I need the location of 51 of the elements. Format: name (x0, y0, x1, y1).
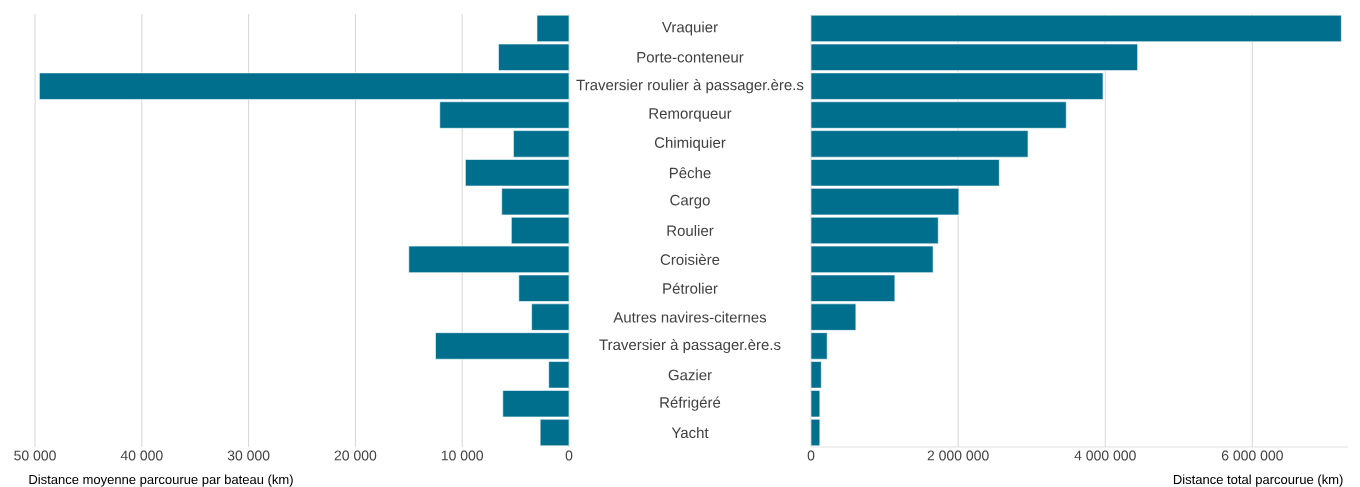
bar (408, 245, 569, 273)
y-tick-label: Gazier (668, 369, 712, 381)
bar (502, 390, 569, 418)
bar (439, 101, 569, 129)
y-tick-label: Yacht (671, 427, 709, 439)
y-tick-label: Cargo (670, 194, 710, 209)
x-tick-label: 30 000 (227, 450, 270, 461)
x-tick-label: 10 000 (441, 450, 484, 461)
y-tick-label: Vraquier (661, 21, 718, 36)
bar (811, 15, 1342, 42)
x-tick-label: 2 000 000 (927, 450, 989, 461)
x-tick-label: 40 000 (120, 450, 163, 461)
y-tick-label: Traversier à passager.ère.s (599, 338, 781, 354)
bar (465, 159, 569, 187)
bar (511, 216, 569, 245)
bar (811, 303, 857, 331)
x-tick-label: 0 (565, 450, 573, 461)
bar (811, 274, 896, 302)
x-axis-title: Distance moyenne parcourue par bateau (km) (29, 474, 293, 487)
bar (531, 303, 569, 331)
bar (811, 159, 1000, 187)
y-tick-label: Remorqueur (649, 108, 732, 122)
y-tick-label: Croisière (660, 253, 720, 265)
bar (501, 188, 569, 216)
x-tick-label: 0 (807, 450, 815, 461)
bar (811, 101, 1067, 129)
bar (435, 332, 569, 360)
y-tick-label: Traversier roulier à passager.ère.s (576, 79, 804, 94)
bar (811, 72, 1104, 100)
bar (518, 274, 569, 302)
y-tick-label: Autres navires-citernes (613, 311, 767, 323)
x-tick-label: 4 000 000 (1074, 450, 1136, 461)
x-tick-label: 6 000 000 (1221, 450, 1283, 461)
y-tick-label: Chimiquier (654, 136, 726, 151)
bar (498, 43, 569, 71)
bar (811, 43, 1138, 71)
bar (811, 188, 960, 216)
y-tick-label: Pétrolier (663, 282, 718, 294)
bar (38, 72, 569, 100)
x-tick-label: 50 000 (14, 450, 56, 461)
x-tick-label: 20 000 (334, 450, 377, 461)
bar (811, 332, 828, 360)
x-axis-title: Distance total parcourue (km) (1173, 474, 1343, 487)
y-tick-label: Roulier (667, 224, 714, 236)
y-tick-label: Pêche (669, 167, 711, 179)
bar (811, 245, 934, 273)
bar (811, 130, 1029, 158)
bar (513, 130, 569, 158)
y-tick-label: Réfrigéré (660, 396, 721, 411)
bar (811, 216, 939, 245)
y-tick-label: Porte-conteneur (637, 52, 744, 63)
